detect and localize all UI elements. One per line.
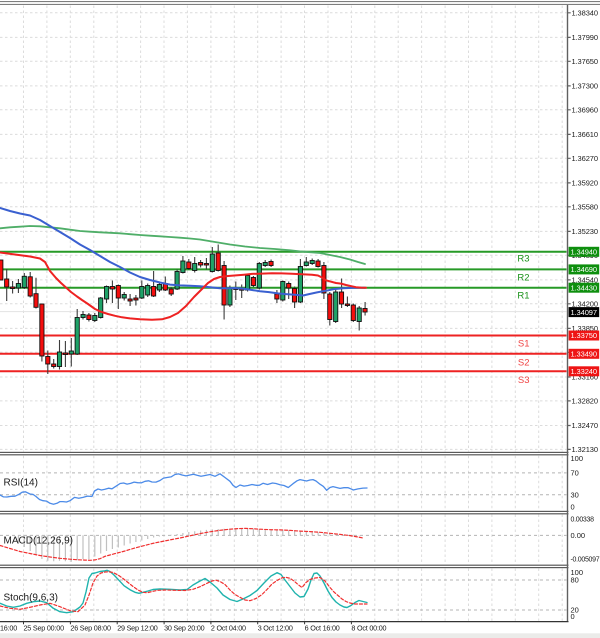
svg-text:100: 100 (571, 454, 584, 463)
svg-text:26 Sep 08:00: 26 Sep 08:00 (70, 624, 111, 633)
svg-text:1.34540: 1.34540 (572, 275, 598, 284)
svg-text:0: 0 (571, 502, 575, 511)
svg-text:S2: S2 (518, 357, 530, 368)
svg-text:1.36270: 1.36270 (572, 154, 598, 163)
svg-text:0: 0 (571, 612, 575, 621)
svg-text:1.38340: 1.38340 (572, 8, 598, 17)
svg-text:8 Oct 00:00: 8 Oct 00:00 (351, 624, 386, 633)
svg-text:1.32820: 1.32820 (572, 396, 598, 405)
svg-text:1.35920: 1.35920 (572, 178, 598, 187)
svg-text:1.33490: 1.33490 (571, 350, 597, 359)
svg-text:1.37990: 1.37990 (572, 33, 598, 42)
svg-text:1.33240: 1.33240 (571, 367, 597, 376)
svg-text:1.34690: 1.34690 (571, 265, 597, 274)
svg-text:29 Sep 12:00: 29 Sep 12:00 (117, 624, 158, 633)
svg-text:2 Oct 04:00: 2 Oct 04:00 (211, 624, 246, 633)
svg-text:30: 30 (571, 491, 579, 500)
svg-text:1.36610: 1.36610 (572, 130, 598, 139)
svg-text:3 Oct 12:00: 3 Oct 12:00 (258, 624, 293, 633)
svg-text:1.35580: 1.35580 (572, 202, 598, 211)
svg-text:1.32470: 1.32470 (572, 421, 598, 430)
svg-text:0.00338: 0.00338 (571, 517, 595, 524)
svg-text:1.33160: 1.33160 (572, 373, 598, 382)
svg-text:S1: S1 (518, 339, 530, 350)
svg-text:RSI(14): RSI(14) (4, 478, 38, 489)
svg-text:R3: R3 (517, 253, 529, 264)
svg-text:30 Sep 20:00: 30 Sep 20:00 (164, 624, 205, 633)
svg-text:1.36960: 1.36960 (572, 105, 598, 114)
svg-text:-0.005097: -0.005097 (571, 556, 600, 563)
svg-text:R2: R2 (517, 272, 529, 283)
svg-text:1.35230: 1.35230 (572, 227, 598, 236)
svg-text:70: 70 (571, 468, 579, 477)
svg-text:MACD(12,26,9): MACD(12,26,9) (4, 536, 73, 547)
svg-text:S3: S3 (518, 375, 530, 386)
svg-text:1.34430: 1.34430 (571, 283, 597, 292)
svg-text:1.33850: 1.33850 (572, 324, 598, 333)
svg-text:1.32130: 1.32130 (572, 445, 598, 454)
svg-text:0.00: 0.00 (571, 531, 586, 540)
svg-text:100: 100 (571, 568, 584, 577)
svg-text:R1: R1 (517, 291, 529, 302)
svg-text:1.37650: 1.37650 (572, 57, 598, 66)
svg-text:1.33750: 1.33750 (571, 331, 597, 340)
svg-text:25 Sep 00:00: 25 Sep 00:00 (24, 624, 65, 633)
svg-text:1.34940: 1.34940 (571, 248, 597, 257)
svg-text:20: 20 (571, 606, 579, 615)
svg-text:6 Oct 16:00: 6 Oct 16:00 (305, 624, 340, 633)
svg-text:1.34097: 1.34097 (571, 308, 597, 317)
svg-text:80: 80 (571, 575, 579, 584)
svg-text:16:00: 16:00 (0, 624, 17, 633)
svg-text:1.37300: 1.37300 (572, 81, 598, 90)
svg-text:1.34200: 1.34200 (572, 299, 598, 308)
svg-text:Stoch(9,6,3): Stoch(9,6,3) (4, 593, 58, 604)
